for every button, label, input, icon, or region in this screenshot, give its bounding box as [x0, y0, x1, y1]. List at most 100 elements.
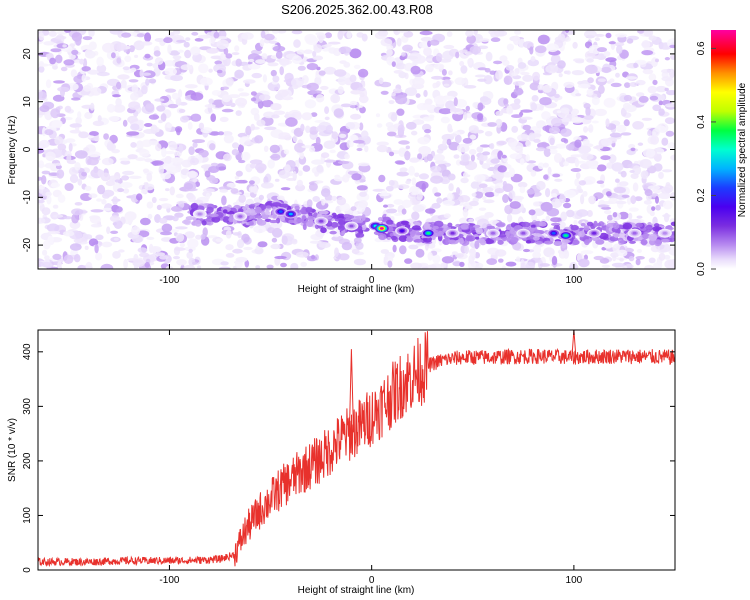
noise-cell: [249, 163, 256, 169]
noise-cell: [473, 30, 478, 36]
noise-cell: [626, 38, 634, 44]
noise-cell: [393, 70, 404, 74]
noise-cell: [396, 37, 402, 47]
noise-cell: [296, 179, 303, 187]
noise-cell: [651, 206, 656, 212]
noise-cell: [560, 107, 570, 114]
noise-cell: [75, 36, 82, 46]
noise-cell: [184, 231, 195, 239]
noise-cell: [346, 30, 352, 39]
noise-cell: [357, 143, 365, 148]
noise-cell: [468, 125, 479, 134]
noise-cell: [547, 166, 552, 175]
noise-cell: [145, 78, 150, 86]
noise-cell: [393, 199, 404, 205]
noise-cell: [649, 95, 659, 101]
noise-cell: [225, 244, 234, 251]
band-cell: [521, 221, 531, 228]
x-tick-label: 100: [566, 575, 583, 586]
noise-cell: [570, 154, 584, 158]
noise-cell: [549, 148, 558, 155]
noise-cell: [73, 238, 84, 243]
noise-cell: [533, 138, 541, 143]
band-cell: [222, 216, 231, 223]
noise-cell: [358, 105, 363, 108]
noise-cell: [597, 78, 607, 82]
noise-cell: [57, 260, 62, 269]
noise-cell: [401, 52, 406, 57]
noise-cell: [322, 200, 334, 204]
noise-cell: [181, 159, 193, 168]
noise-cell: [270, 103, 282, 111]
noise-cell: [267, 62, 279, 67]
snr-x-ticks: -100 0 100: [159, 330, 583, 586]
y-tick-label: 10: [22, 96, 33, 108]
noise-cell: [108, 116, 120, 122]
band-cell: [529, 227, 537, 232]
band-peak: [349, 224, 354, 228]
band-peak: [426, 231, 431, 235]
band-cell: [190, 202, 199, 210]
noise-cell: [438, 108, 452, 115]
noise-cell: [588, 195, 596, 205]
noise-cell: [412, 77, 425, 87]
noise-cell: [345, 122, 356, 130]
noise-cell: [349, 141, 354, 148]
noise-cell: [558, 73, 563, 78]
noise-cell: [479, 154, 488, 162]
noise-cell: [666, 90, 675, 96]
noise-cell: [305, 36, 319, 45]
noise-cell: [163, 37, 173, 44]
noise-cell: [38, 217, 46, 224]
noise-cell: [41, 207, 51, 216]
noise-cell: [436, 197, 443, 204]
noise-cell: [278, 132, 291, 139]
noise-cell: [117, 74, 130, 80]
noise-cell: [248, 58, 255, 63]
noise-cell: [471, 192, 477, 197]
noise-cell: [453, 154, 460, 159]
noise-cell: [161, 147, 167, 158]
noise-cell: [655, 196, 659, 204]
noise-cell: [474, 174, 486, 182]
noise-cell: [535, 147, 546, 152]
noise-cell: [245, 125, 252, 136]
noise-cell: [242, 79, 256, 84]
noise-cell: [158, 165, 165, 175]
noise-cell: [296, 49, 306, 55]
noise-cell: [424, 129, 432, 134]
noise-cell: [310, 90, 322, 94]
noise-cell: [223, 134, 234, 144]
noise-cell: [473, 102, 478, 107]
noise-cell: [141, 139, 153, 148]
noise-cell: [465, 105, 470, 112]
noise-cell: [418, 145, 432, 155]
band-cell: [459, 237, 464, 245]
band-cell: [437, 230, 444, 237]
noise-cell: [592, 55, 602, 59]
noise-cell: [269, 144, 281, 154]
noise-cell: [608, 41, 616, 45]
noise-cell: [68, 54, 76, 60]
band-cell: [510, 237, 519, 243]
noise-cell: [550, 54, 561, 65]
band-cell: [248, 221, 254, 226]
noise-cell: [386, 48, 393, 57]
noise-cell: [148, 114, 160, 120]
noise-cell: [563, 81, 575, 89]
noise-cell: [234, 45, 240, 52]
noise-cell: [417, 136, 431, 145]
noise-cell: [455, 253, 464, 258]
noise-cell: [241, 32, 254, 40]
noise-cell: [155, 143, 162, 152]
noise-cell: [601, 201, 614, 205]
noise-cell: [331, 131, 339, 140]
noise-cell: [304, 99, 317, 109]
noise-cell: [484, 191, 495, 198]
noise-cell: [489, 143, 495, 150]
band-cell: [288, 219, 295, 224]
noise-cell: [391, 92, 396, 97]
band-cell: [654, 223, 660, 228]
noise-cell: [205, 192, 211, 200]
noise-cell: [51, 119, 63, 128]
